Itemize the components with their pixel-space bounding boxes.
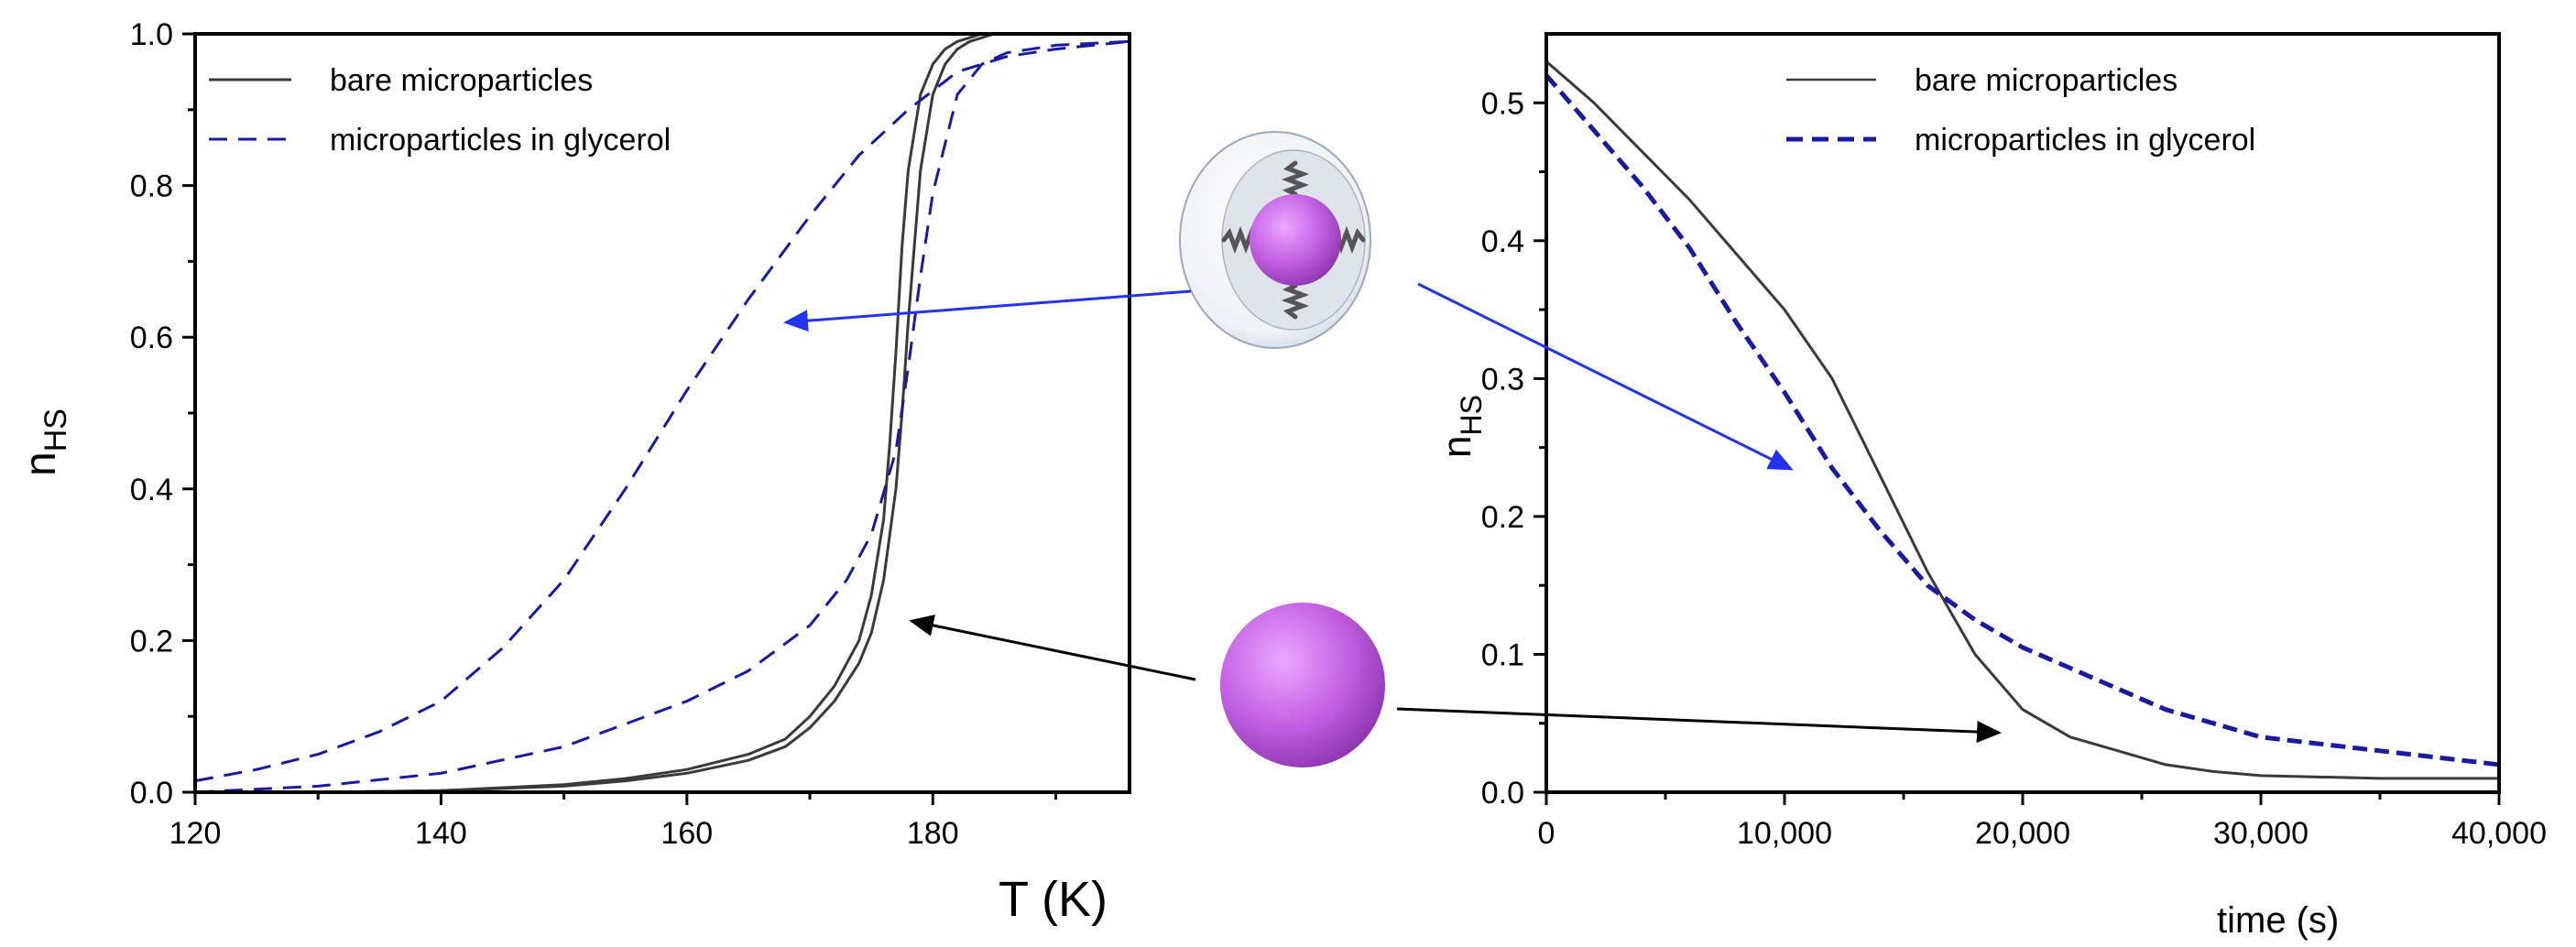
right-y-tick-label: 0.1 [1481, 637, 1524, 672]
left-y-tick-label: 0.0 [130, 776, 173, 811]
right-ylabel-sub: HS [1455, 395, 1488, 435]
right-ylabel-main: n [1435, 436, 1479, 458]
chart-time: 0 10,000 20,000 30,000 40,000 0.0 0.1 0.2 0.3 0.4… [1435, 32, 2547, 941]
svg-text:nHS: nHS [16, 408, 73, 476]
svg-text:nHS: nHS [1435, 395, 1488, 458]
right-y-tick-label: 0.4 [1481, 224, 1524, 259]
right-y-axis-title: nHS [1435, 395, 1488, 458]
bare-particle-illustration [1220, 603, 1385, 767]
right-y-tick-label: 0.3 [1481, 362, 1524, 397]
annotation-arrows [783, 282, 2002, 744]
right-legend-label-bare: bare microparticles [1915, 63, 2178, 98]
arrow-ball-to-right-curve [1396, 707, 2002, 744]
left-ticks-group: 120 140 160 180 0.0 0.2 0.4 0.6 0.8 1.0 [130, 17, 1057, 851]
springs [1221, 160, 1366, 320]
right-legend: bare microparticles microparticles in gl… [1786, 63, 2255, 158]
right-series-group [1545, 60, 2500, 780]
right-x-tick-label: 30,000 [2213, 816, 2309, 851]
left-x-tick-label: 120 [169, 816, 222, 851]
confined-particle [1250, 194, 1341, 286]
left-y-tick-label: 0.2 [130, 624, 173, 659]
left-x-tick-label: 180 [907, 816, 959, 851]
left-ylabel-main: n [16, 452, 65, 476]
left-legend-label-bare: bare microparticles [330, 63, 593, 98]
left-y-axis-title: nHS [16, 408, 73, 476]
arrow-shell-to-left-curve [783, 289, 1192, 332]
left-legend: bare microparticles microparticles in gl… [209, 63, 671, 158]
bare-particle [1220, 603, 1385, 767]
left-legend-label-glycerol: microparticles in glycerol [330, 123, 671, 158]
right-x-tick-label: 0 [1538, 816, 1555, 851]
left-series-line-3 [194, 39, 1130, 794]
right-series-line-0 [1545, 60, 2499, 780]
chart-temperature: 120 140 160 180 0.0 0.2 0.4 0.6 0.8 1.0 bare micr… [16, 17, 1131, 927]
arrow-shell-to-right-curve [1417, 282, 1794, 471]
right-x-tick-label: 20,000 [1975, 816, 2070, 851]
left-series-group [194, 32, 1130, 794]
left-series-line-0 [195, 32, 1130, 794]
right-x-tick-label: 10,000 [1737, 816, 1832, 851]
right-x-tick-label: 40,000 [2451, 816, 2547, 851]
left-series-line-2 [194, 39, 1130, 783]
right-y-tick-label: 0.2 [1481, 500, 1524, 535]
left-x-tick-label: 140 [415, 816, 467, 851]
left-x-axis-title: T (K) [999, 872, 1108, 927]
right-legend-label-glycerol: microparticles in glycerol [1915, 123, 2255, 158]
right-x-axis-title: time (s) [2217, 900, 2339, 941]
left-y-tick-label: 0.8 [130, 169, 173, 204]
right-y-tick-label: 0.5 [1481, 86, 1524, 121]
right-ticks-group: 0 10,000 20,000 30,000 40,000 0.0 0.1 0.2 0.3 0.4… [1481, 86, 2547, 851]
right-series-line-1 [1545, 73, 2500, 767]
left-x-tick-label: 160 [660, 816, 713, 851]
left-y-tick-label: 0.4 [130, 473, 173, 507]
left-y-tick-label: 1.0 [130, 17, 173, 52]
left-y-tick-label: 0.6 [130, 321, 173, 355]
arrow-ball-to-left-curve [909, 615, 1196, 681]
particle-in-shell-illustration [1179, 131, 1371, 349]
left-ylabel-sub: HS [38, 408, 73, 452]
left-series-line-1 [195, 32, 1130, 794]
right-y-tick-label: 0.0 [1481, 776, 1524, 811]
